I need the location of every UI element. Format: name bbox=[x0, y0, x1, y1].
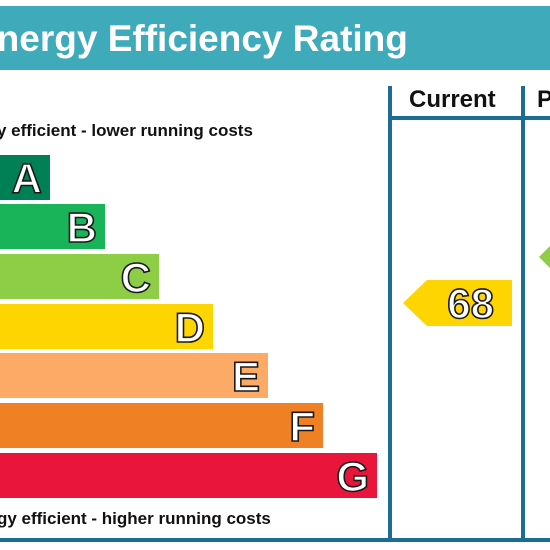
band-g-letter: G bbox=[336, 452, 370, 501]
current-column-right-border bbox=[521, 86, 525, 538]
chart-title: Energy Efficiency Rating bbox=[0, 18, 408, 59]
band-c: C bbox=[0, 253, 159, 302]
band-a-letter: A bbox=[11, 154, 43, 203]
potential-rating-arrow bbox=[539, 234, 550, 280]
band-e-letter: E bbox=[231, 352, 261, 401]
column-header-divider bbox=[388, 116, 550, 120]
band-a: A bbox=[0, 154, 50, 203]
potential-rating-arrow-shape bbox=[539, 246, 550, 268]
current-column-header: Current bbox=[409, 86, 496, 113]
band-d: D bbox=[0, 303, 213, 352]
band-e: E bbox=[0, 352, 268, 401]
bottom-caption-text: Not energy efficient - higher running co… bbox=[0, 509, 271, 528]
band-f: F bbox=[0, 402, 323, 451]
band-d-letter: D bbox=[174, 303, 206, 352]
band-b-letter: B bbox=[66, 203, 98, 252]
band-b: B bbox=[0, 203, 105, 252]
current-rating-arrow-fill bbox=[403, 280, 512, 326]
band-g: G bbox=[0, 452, 377, 501]
chart-bottom-border bbox=[0, 538, 550, 542]
potential-column-header: Potential bbox=[537, 86, 550, 113]
current-column-left-border bbox=[388, 86, 392, 538]
top-caption-text: Very energy efficient - lower running co… bbox=[0, 121, 253, 140]
top-caption: Very energy efficient - lower running co… bbox=[0, 122, 253, 139]
current-rating-value: 68 bbox=[446, 279, 494, 328]
current-rating-arrow: 68 bbox=[403, 279, 512, 328]
current-rating-arrow-shape bbox=[403, 280, 512, 326]
bottom-caption: Not energy efficient - higher running co… bbox=[0, 510, 271, 527]
band-c-letter: C bbox=[120, 253, 152, 302]
potential-rating-arrow-fill bbox=[539, 246, 550, 268]
band-f-letter: F bbox=[289, 402, 316, 451]
title-bar: Energy Efficiency Rating bbox=[0, 6, 550, 70]
